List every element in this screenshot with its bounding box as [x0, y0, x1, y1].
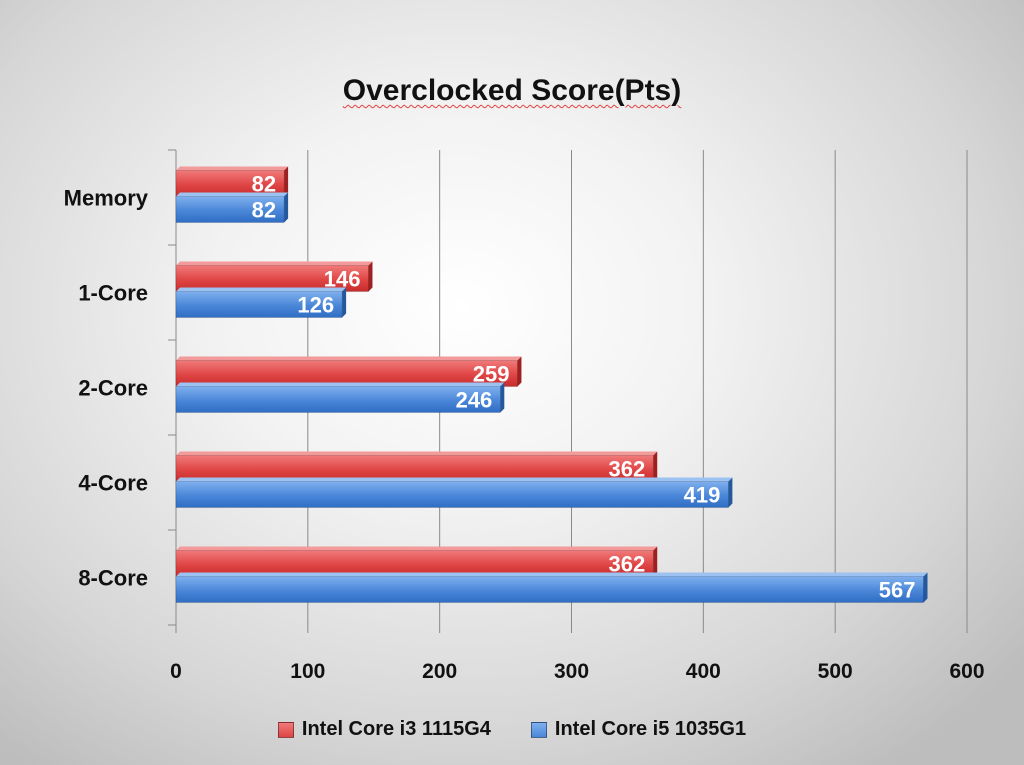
bar	[175, 291, 343, 318]
data-label: 419	[684, 483, 721, 508]
data-label: 146	[324, 267, 361, 292]
data-label: 567	[879, 578, 916, 603]
data-label: 259	[473, 362, 510, 387]
bar	[175, 265, 369, 292]
x-tick-label: 100	[290, 660, 325, 683]
data-label: 82	[252, 172, 276, 197]
legend-entry: Intel Core i3 1115G4	[277, 718, 491, 741]
bar-top	[176, 382, 505, 387]
category-label: 4-Core	[78, 471, 148, 496]
bar	[175, 481, 729, 508]
legend-label: Intel Core i3 1115G4	[301, 718, 491, 740]
data-label: 246	[456, 388, 493, 413]
category-label: 2-Core	[78, 376, 148, 401]
legend-entry: Intel Core i5 1035G1	[530, 718, 747, 741]
bar	[175, 455, 654, 482]
legend: Intel Core i3 1115G4 Intel Core i5 1035G1	[0, 718, 1024, 741]
bar	[175, 196, 285, 223]
chart-title-text: Overclocked Score(Pts)	[342, 74, 682, 107]
x-tick-label: 500	[818, 660, 853, 683]
bar-side	[284, 166, 289, 197]
bar-top	[176, 572, 928, 577]
data-label: 126	[297, 293, 334, 318]
legend-swatch	[530, 721, 547, 738]
bar-top	[176, 261, 373, 266]
x-tick-label: 600	[949, 660, 984, 683]
bar	[175, 360, 518, 387]
bar-top	[176, 192, 289, 197]
bar-top	[176, 356, 522, 361]
data-label: 362	[609, 457, 646, 482]
bar-side	[284, 192, 289, 223]
bar-side	[368, 261, 373, 292]
bar	[175, 170, 285, 197]
legend-swatch	[277, 721, 294, 738]
legend-label: Intel Core i5 1035G1	[554, 718, 747, 740]
bar-side	[500, 382, 505, 413]
bar-top	[176, 287, 347, 292]
data-label: 82	[252, 198, 276, 223]
category-label: 8-Core	[78, 566, 148, 591]
bar-top	[176, 166, 289, 171]
bar-top	[176, 546, 658, 551]
bar	[175, 386, 501, 413]
category-label: 1-Core	[78, 281, 148, 306]
bar-side	[728, 477, 733, 508]
bar-top	[176, 477, 733, 482]
bar-side	[342, 287, 347, 318]
x-tick-label: 400	[686, 660, 721, 683]
bar-side	[517, 356, 522, 387]
x-tick-label: 0	[170, 660, 182, 683]
chart-title: Overclocked Score(Pts)	[0, 74, 1024, 108]
bar-side	[653, 451, 658, 482]
data-label: 362	[609, 552, 646, 577]
x-tick-label: 300	[554, 660, 589, 683]
category-label: Memory	[64, 186, 149, 211]
x-tick-label: 200	[422, 660, 457, 683]
bar-side	[653, 546, 658, 577]
bar-side	[923, 572, 928, 603]
bar-top	[176, 451, 658, 456]
bar	[175, 576, 924, 603]
bar	[175, 550, 654, 577]
